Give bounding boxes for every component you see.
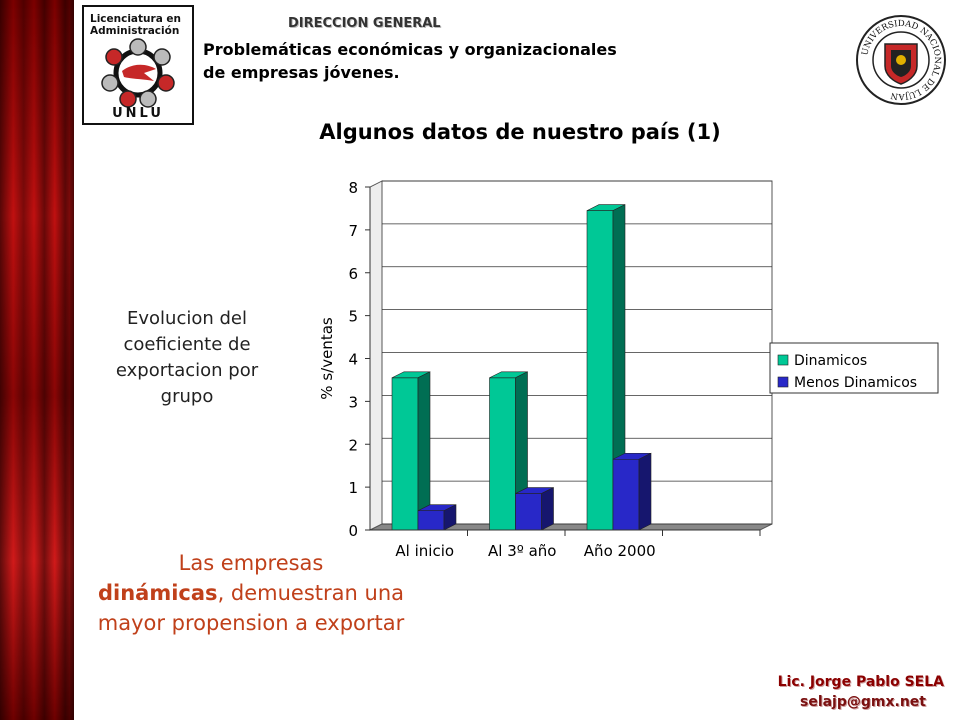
legend-label: Menos Dinamicos xyxy=(794,375,917,391)
author-name: Lic. Jorge Pablo SELA xyxy=(777,674,944,690)
subtitle-line-1: Problemáticas económicas y organizaciona… xyxy=(203,40,617,59)
direccion-general-label: DIRECCION GENERAL xyxy=(288,16,441,31)
conclusion-bold: dinámicas xyxy=(98,581,218,605)
logo-unlu-text: UNLU xyxy=(112,106,164,121)
logo-emblem-icon xyxy=(101,38,175,108)
y-tick-label: 0 xyxy=(348,522,358,540)
y-tick-label: 7 xyxy=(348,222,358,240)
licenciatura-logo: Licenciatura en Administración UNLU xyxy=(82,5,194,125)
export-coefficient-bar-chart: 0 1 2 3 4 5 6 7 8 % s/ventas Al inicio Al 3º año Año… xyxy=(318,179,939,560)
bar-dinamicos xyxy=(391,377,419,531)
x-tick-label: Al 3º año xyxy=(488,542,556,560)
red-curtain-decoration xyxy=(0,0,74,720)
course-subtitle: Problemáticas económicas y organizaciona… xyxy=(203,38,723,84)
y-tick-label: 8 xyxy=(348,179,358,197)
y-tick-label: 6 xyxy=(348,265,358,283)
legend-swatch xyxy=(777,354,789,366)
bar-dinamicos xyxy=(489,377,516,531)
logo-text: Licenciatura en Administración xyxy=(90,13,182,37)
legend-swatch xyxy=(777,376,789,388)
bar-side-face xyxy=(443,504,457,531)
university-seal-icon: UNIVERSIDAD NACIONAL DE LUJAN xyxy=(856,15,946,105)
chart-description: Evolucion del coeficiente de exportacion… xyxy=(115,308,259,407)
legend-label: Dinamicos xyxy=(794,353,867,369)
plot-side-wall xyxy=(369,180,383,531)
x-tick-label: Año 2000 xyxy=(584,542,656,560)
legend-box xyxy=(769,342,939,394)
bar-side-face xyxy=(638,452,652,531)
subtitle-line-2: de empresas jóvenes. xyxy=(203,63,400,82)
y-tick-label: 5 xyxy=(348,308,358,326)
y-axis-label: % s/ventas xyxy=(318,317,336,400)
conclusion-text: Las empresas dinámicas, demuestran una m… xyxy=(95,548,407,638)
bar-menos-dinamicos xyxy=(612,458,640,531)
x-tick-label: Al inicio xyxy=(395,542,454,560)
bar-side-face xyxy=(541,487,554,531)
y-tick-label: 3 xyxy=(348,393,358,411)
bar-menos-dinamicos xyxy=(515,493,542,531)
y-tick-label: 1 xyxy=(348,479,358,497)
slide-title: Algunos datos de nuestro país (1) xyxy=(319,120,721,144)
conclusion-rest: , demuestran una mayor propension a expo… xyxy=(97,581,405,635)
conclusion-lead: Las empresas xyxy=(178,551,324,575)
y-tick-label: 2 xyxy=(348,436,358,454)
author-block: Lic. Jorge Pablo SELA selajp@gmx.net xyxy=(778,672,944,712)
author-email: selajp@gmx.net xyxy=(799,694,926,710)
bar-dinamicos xyxy=(586,210,614,531)
y-tick-label: 4 xyxy=(348,351,358,369)
bar-menos-dinamicos xyxy=(417,510,445,531)
